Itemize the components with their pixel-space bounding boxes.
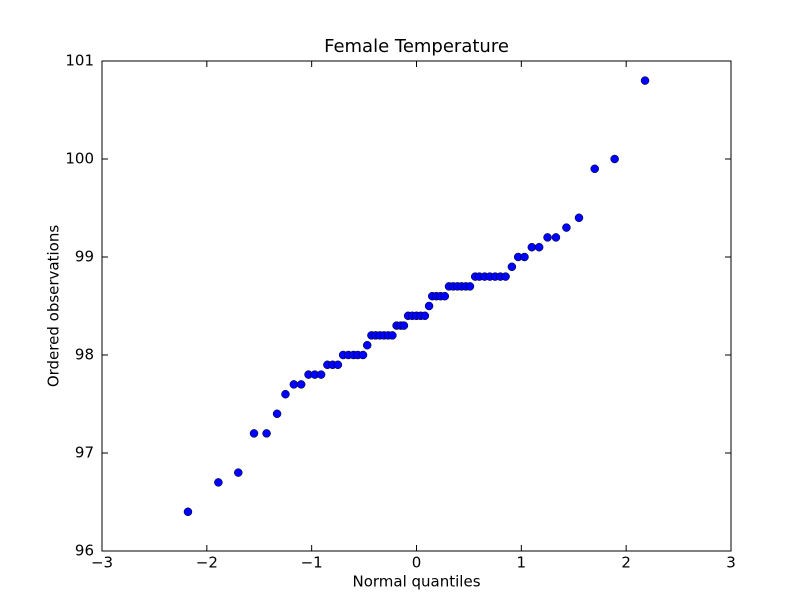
x-tick-label: 0 xyxy=(412,554,422,572)
point xyxy=(296,380,306,389)
point xyxy=(520,252,529,262)
point xyxy=(316,370,326,379)
point xyxy=(388,331,397,340)
point xyxy=(362,340,372,350)
x-tick-label: −1 xyxy=(301,554,323,572)
plot-area xyxy=(183,76,650,517)
y-tick-label: 96 xyxy=(75,542,94,560)
x-tick-label: 2 xyxy=(621,554,631,572)
point xyxy=(183,507,193,517)
point xyxy=(501,272,510,281)
x-tick-label: −2 xyxy=(196,554,218,572)
point xyxy=(249,429,259,438)
point xyxy=(424,301,434,311)
point xyxy=(590,164,599,174)
point xyxy=(574,213,584,223)
point xyxy=(465,282,475,291)
point xyxy=(640,76,650,85)
point xyxy=(214,478,223,487)
point xyxy=(289,380,299,389)
point xyxy=(333,360,343,370)
y-tick-label: 99 xyxy=(75,248,94,266)
point xyxy=(440,291,450,301)
x-axis-label: Normal quantiles xyxy=(352,573,480,591)
point xyxy=(399,321,409,330)
y-tick-label: 97 xyxy=(75,444,94,462)
point xyxy=(262,429,271,438)
point xyxy=(610,154,619,164)
y-tick-label: 101 xyxy=(65,52,94,70)
point xyxy=(534,242,544,252)
point xyxy=(543,233,552,242)
y-axis-label: Ordered observations xyxy=(45,225,63,388)
point xyxy=(358,350,368,360)
point xyxy=(527,242,537,252)
point xyxy=(507,262,517,272)
x-tick-label: 3 xyxy=(726,554,736,572)
point xyxy=(281,389,290,399)
point xyxy=(551,233,561,242)
y-tick-label: 100 xyxy=(65,150,94,168)
point xyxy=(272,409,282,419)
x-tick-label: −3 xyxy=(91,554,113,572)
chart-title: Female Temperature xyxy=(324,36,509,57)
y-tick-label: 98 xyxy=(75,346,94,364)
point xyxy=(420,311,430,321)
x-tick-label: 1 xyxy=(517,554,527,572)
point xyxy=(562,223,571,232)
point xyxy=(234,468,243,477)
